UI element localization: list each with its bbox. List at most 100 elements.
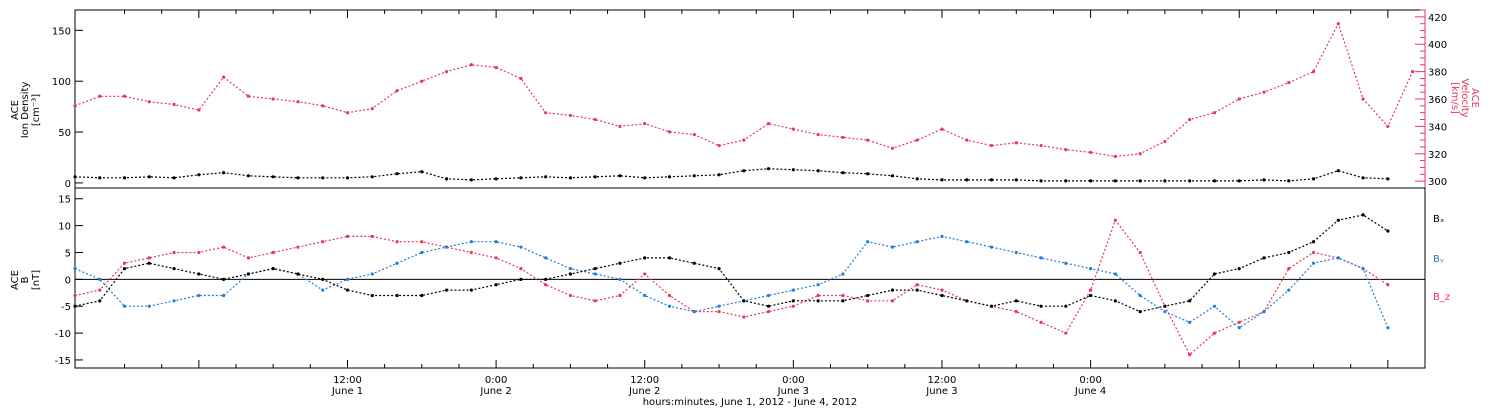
top-left-axis: 0 50 100 150 — [52, 26, 83, 190]
bz-point — [1014, 309, 1018, 314]
velocity-ytick-label: 380 — [1428, 68, 1447, 79]
density-point — [593, 175, 597, 179]
bfield-ytick-label: 10 — [58, 222, 71, 233]
time-tick-label: 12:00 — [333, 375, 362, 386]
bz-point — [271, 250, 275, 255]
top-right-axis: 300 320 340 360 380 400 420 — [1415, 9, 1447, 188]
density-point — [1237, 179, 1241, 183]
density-point — [172, 176, 176, 180]
velocity-ytick-label: 340 — [1428, 122, 1447, 133]
bx-point — [73, 304, 77, 308]
velocity-ylabel-line3: [km/s] — [1449, 82, 1460, 114]
bfield-ylabel-line2: B — [20, 276, 31, 283]
bx-point — [197, 272, 201, 276]
velocity-point — [841, 135, 845, 139]
by-point — [989, 245, 994, 249]
bz-point-trace — [74, 218, 1389, 356]
bfield-ytick-label: -15 — [55, 356, 71, 367]
density-point — [1113, 179, 1117, 183]
by-point — [122, 304, 127, 308]
date-tick-label: June 1 — [331, 386, 363, 397]
bx-point — [1262, 256, 1266, 260]
velocity-point — [246, 94, 250, 98]
by-point-trace — [74, 235, 1389, 329]
by-point — [1039, 256, 1043, 260]
bx-point — [692, 261, 696, 265]
bx-point — [494, 283, 498, 287]
velocity-ytick-label: 320 — [1428, 150, 1447, 161]
density-ytick-label: 0 — [65, 179, 71, 190]
time-tick-label: 0:00 — [782, 375, 804, 386]
density-ytick-label: 150 — [52, 26, 71, 37]
density-point — [271, 175, 275, 179]
density-point — [519, 176, 523, 180]
bx-point — [345, 288, 350, 292]
density-ytick-label: 100 — [52, 77, 71, 88]
date-tick-label: June 3 — [777, 386, 809, 397]
bfield-ylabel-line3: [nT] — [31, 270, 42, 290]
velocity-point — [1064, 148, 1068, 152]
bfield-ytick-label: -10 — [55, 329, 71, 340]
bx-point — [147, 261, 151, 265]
bx-point — [940, 293, 944, 298]
bz-point — [147, 256, 151, 260]
by-point — [890, 245, 895, 249]
bx-point — [1212, 272, 1217, 276]
time-tick-label: 0:00 — [485, 375, 507, 386]
bx-point — [1014, 299, 1018, 303]
velocity-point — [593, 117, 597, 122]
velocity-ylabel-line1: ACE — [1469, 88, 1480, 108]
by-point — [1113, 272, 1117, 276]
date-tick-label: June 2 — [479, 386, 511, 397]
bz-point — [890, 299, 895, 303]
velocity-ytick-label: 300 — [1428, 177, 1447, 188]
density-point — [717, 173, 721, 177]
velocity-ytick-label: 420 — [1428, 13, 1447, 24]
bottom-data-marks — [73, 213, 1390, 357]
time-tick-label: 12:00 — [630, 375, 659, 386]
legend-by: Bᵧ — [1433, 254, 1444, 265]
density-point — [643, 176, 647, 180]
density-point — [395, 172, 399, 176]
bx-point — [593, 266, 597, 271]
legend-bz: B_z — [1433, 292, 1450, 303]
density-point — [989, 178, 994, 182]
bx-point — [271, 266, 275, 271]
bottom-panel: -15 -10 -5 0 5 10 15 ACE B [nT] Bₓ Bᵧ B_z — [10, 187, 1450, 369]
density-ylabel-line2: Ion Density — [20, 82, 31, 139]
density-point-trace — [74, 168, 1388, 182]
density-point — [841, 171, 845, 175]
bx-point — [766, 304, 771, 308]
density-point — [296, 176, 300, 180]
bx-point-trace — [74, 214, 1389, 313]
bz-point — [345, 234, 350, 238]
density-point — [1212, 179, 1217, 183]
density-point — [494, 177, 498, 181]
bfield-ytick-label: 0 — [65, 275, 71, 286]
bz-point — [494, 256, 498, 260]
bx-point — [866, 293, 870, 298]
velocity-point — [989, 143, 994, 148]
time-tick-label: 12:00 — [928, 375, 957, 386]
density-ylabel-line3: [cm⁻³] — [31, 94, 42, 126]
bz-point — [593, 299, 597, 303]
bottom-left-axis: -15 -10 -5 0 5 10 15 — [55, 195, 1425, 367]
velocity-point — [717, 143, 721, 148]
bx-point — [420, 293, 424, 298]
bx-point — [519, 277, 523, 281]
by-point — [692, 309, 696, 314]
density-point — [1088, 179, 1093, 183]
by-point — [197, 293, 201, 298]
velocity-point-trace — [74, 22, 1414, 158]
top-panel: 0 50 100 150 300 320 340 360 380 400 420 ACE Ion … — [10, 9, 1480, 190]
bz-point — [816, 293, 820, 298]
velocity-point — [667, 130, 672, 134]
by-point — [420, 250, 424, 255]
density-point — [1386, 177, 1390, 181]
density-point — [147, 175, 151, 179]
top-data-marks — [73, 22, 1415, 183]
velocity-point — [1088, 150, 1093, 154]
bfield-ylabel-line1: ACE — [10, 270, 21, 290]
bfield-ytick-label: 15 — [58, 195, 71, 206]
